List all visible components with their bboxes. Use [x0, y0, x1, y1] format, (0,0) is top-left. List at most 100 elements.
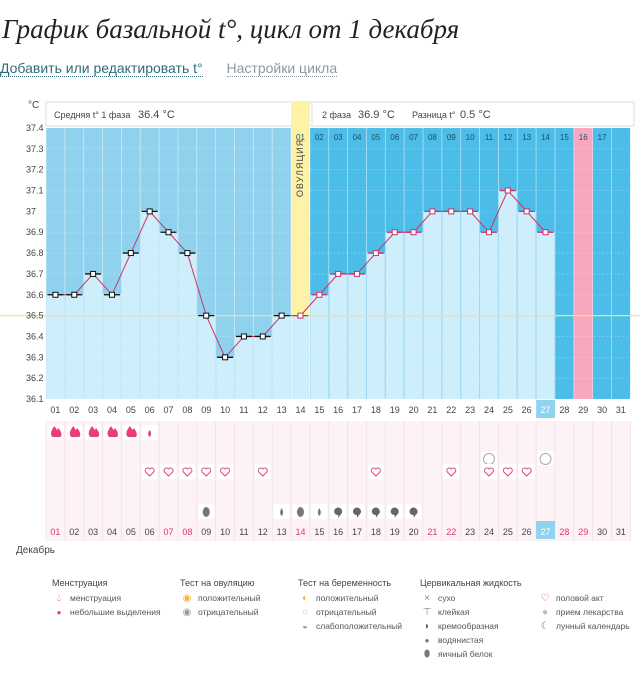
- y-tick-label: 37.3: [26, 144, 44, 154]
- heart-icon: [201, 467, 212, 477]
- temperature-bar: [140, 211, 159, 399]
- today-highlight-bottom: [536, 521, 555, 539]
- y-tick-label: 37.4: [26, 123, 44, 133]
- heart-icon: [521, 467, 532, 477]
- temperature-bar: [291, 315, 310, 399]
- pill-icon: ●: [541, 606, 549, 618]
- y-tick-label: 36.3: [26, 352, 44, 362]
- x-tick-label: 06: [145, 405, 155, 415]
- legend-pregnancy-title: Тест на беременность: [298, 578, 392, 588]
- legend-menstruation-title: Менструация: [52, 578, 108, 588]
- event-day-label: 28: [559, 527, 569, 537]
- x-tick-label: 23: [465, 405, 475, 415]
- watery-icon: ●: [424, 635, 430, 645]
- event-day-label: 24: [484, 527, 494, 537]
- x-tick-label: 21: [427, 405, 437, 415]
- diff-text: Разница t°: [412, 110, 456, 120]
- legend-dry: сухо: [438, 593, 456, 603]
- temperature-bar: [517, 211, 536, 399]
- links-bar: Добавить или редактировать t° Настройки …: [0, 60, 338, 77]
- ovulation-positive-icon: ◉: [182, 592, 192, 604]
- legend-medication: прием лекарства: [556, 607, 624, 617]
- legend-watery: водянистая: [438, 635, 484, 645]
- phase1-header: [45, 101, 293, 127]
- phase2-header: [311, 101, 635, 127]
- x-tick-label: 18: [371, 405, 381, 415]
- phase2-day-label: 07: [409, 133, 418, 142]
- cycle-settings-link[interactable]: Настройки цикла: [226, 60, 338, 77]
- add-edit-temperature-link[interactable]: Добавить или редактировать t°: [0, 60, 203, 77]
- dry-icon: ×: [424, 592, 430, 604]
- heart-icon: [483, 467, 494, 477]
- phase2-day-label: 03: [334, 133, 343, 142]
- legend-intercourse: половой акт: [556, 593, 604, 603]
- phase2-day-label: 09: [447, 133, 456, 142]
- event-day-label: 01: [50, 527, 60, 537]
- creamy-icon: [409, 507, 418, 518]
- event-day-label: 20: [409, 527, 419, 537]
- phase2-text: 2 фаза: [322, 110, 351, 120]
- y-tick-label: 36.6: [26, 290, 44, 300]
- temperature-bar: [46, 294, 65, 399]
- legend-pr-positive: положительный: [316, 593, 379, 603]
- event-day-label: 04: [107, 527, 117, 537]
- pregnancy-weak-icon: ◒: [301, 620, 309, 632]
- event-day-label: 11: [239, 527, 248, 537]
- x-tick-label: 14: [295, 405, 305, 415]
- menstruation-heavy-icon: [107, 426, 118, 437]
- x-tick-label: 31: [616, 405, 626, 415]
- event-day-label: 25: [503, 527, 513, 537]
- heart-icon: [370, 467, 381, 477]
- phase2-day-label: 13: [522, 133, 531, 142]
- pregnancy-positive-icon: ◐: [301, 592, 309, 604]
- legend-cervical-title: Цервикальная жидкость: [420, 578, 522, 588]
- menstruation-heavy-icon: [69, 426, 81, 437]
- legend-other: . ♡половой акт ●прием лекарства ☾лунный …: [538, 578, 630, 633]
- y-tick-label: 36.4: [26, 331, 44, 341]
- heart-icon: [163, 467, 174, 477]
- y-tick-label: 37.1: [26, 186, 44, 196]
- x-tick-label: 28: [559, 405, 569, 415]
- x-tick-label: 17: [352, 405, 362, 415]
- phase2-day-label: 02: [315, 133, 324, 142]
- intercourse-cell: [198, 464, 215, 479]
- phase2-day-label: 06: [390, 133, 399, 142]
- x-tick-label: 24: [484, 405, 494, 415]
- menstruation-light-icon: ●: [56, 607, 62, 617]
- legend: Менструация 💧︎ менструация ● небольшие выд…: [0, 570, 640, 676]
- intercourse-cell: [160, 464, 177, 479]
- event-day-label: 27: [541, 527, 551, 537]
- event-day-label: 22: [446, 527, 456, 537]
- legend-light: небольшие выделения: [70, 607, 161, 617]
- intercourse-cell: [443, 464, 460, 479]
- today-highlight-top: [536, 400, 555, 418]
- temperature-bar: [310, 294, 329, 399]
- intercourse-cell: [518, 464, 535, 479]
- legend-lunar: лунный календарь: [556, 621, 630, 631]
- events-background: [46, 421, 631, 541]
- heart-icon: [144, 467, 155, 477]
- temperature-bar: [103, 294, 121, 399]
- x-tick-label: 09: [201, 405, 211, 415]
- temperature-point: [165, 229, 172, 236]
- legend-cervical: Цервикальная жидкость × сухо ⊤ клейкая ◗ кр…: [420, 578, 522, 661]
- event-day-label: 26: [522, 527, 532, 537]
- eggwhite-icon: ⬮: [423, 648, 431, 660]
- legend-menstruation: Менструация 💧︎ менструация ● небольшие выд…: [52, 578, 161, 619]
- eggwhite-icon: [296, 507, 304, 517]
- x-tick-label: 16: [333, 405, 343, 415]
- creamy-icon: [334, 507, 343, 518]
- temperature-bar: [216, 357, 234, 399]
- x-tick-label: 22: [446, 405, 456, 415]
- temperature-point: [485, 229, 492, 236]
- sticky-icon: ⊤: [422, 606, 432, 618]
- x-tick-label: 05: [126, 405, 136, 415]
- temperature-point: [523, 208, 530, 215]
- legend-pr-negative: отрицательный: [316, 607, 377, 617]
- phase2-day-label: 17: [598, 133, 607, 142]
- legend-pregnancy-test: Тест на беременность ◐ положительный ○ отр…: [298, 578, 402, 633]
- temperature-bar: [366, 253, 385, 399]
- month-label: Декабрь: [16, 544, 55, 556]
- creamy-icon: ◗: [423, 620, 431, 632]
- temperature-point: [429, 208, 436, 215]
